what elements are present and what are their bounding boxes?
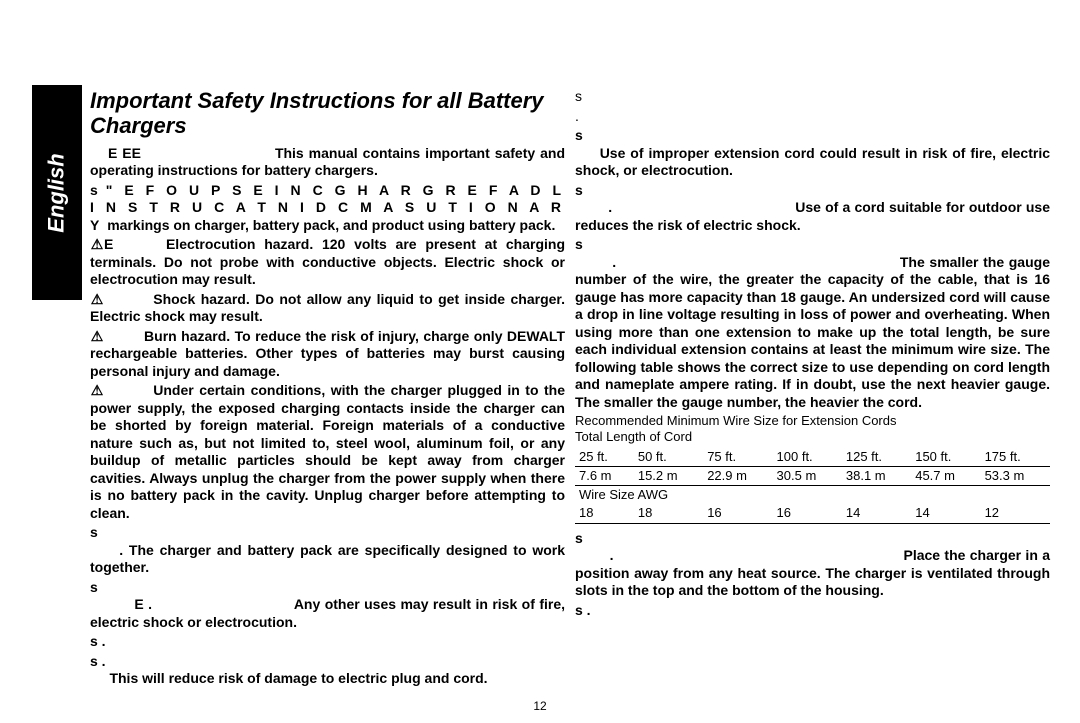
table-row-m: 7.6 m 15.2 m 22.9 m 30.5 m 38.1 m 45.7 m… bbox=[575, 466, 1050, 485]
section-title: Important Safety Instructions for all Ba… bbox=[90, 88, 565, 139]
para-bullet-last: s . bbox=[575, 602, 1050, 620]
para-heat-source: s . Place the charger in a position away… bbox=[575, 530, 1050, 600]
warning-icon: ⚠ bbox=[90, 382, 104, 400]
para-bullet-1: s . bbox=[90, 633, 565, 651]
warning-icon: ⚠ bbox=[90, 236, 104, 254]
para-designed-together: s . The charger and battery pack are spe… bbox=[90, 524, 565, 577]
para-burn: ⚠ Burn hazard. To reduce the risk of inj… bbox=[90, 328, 565, 381]
table-row-awg-label: Wire Size AWG bbox=[575, 486, 1050, 505]
para-electrocution: ⚠E Electrocution hazard. 120 volts are p… bbox=[90, 236, 565, 289]
language-label: English bbox=[44, 153, 70, 232]
para-ext-cord: s Use of improper extension cord could r… bbox=[575, 127, 1050, 180]
para-bullet-3: . bbox=[575, 108, 1050, 126]
para-foreign-material: ⚠ Under certain conditions, with the cha… bbox=[90, 382, 565, 522]
para-other-uses: s E . Any other uses may result in risk … bbox=[90, 579, 565, 632]
language-tab: English bbox=[32, 85, 82, 300]
warning-icon: ⚠ bbox=[90, 328, 104, 346]
para-intro: E EE This manual contains important safe… bbox=[90, 145, 565, 180]
para-wire-gauge: s . The smaller the gauge number of the … bbox=[575, 236, 1050, 411]
wire-size-table: 25 ft. 50 ft. 75 ft. 100 ft. 125 ft. 150… bbox=[575, 448, 1050, 524]
page-number: 12 bbox=[533, 699, 546, 713]
table-row-ft: 25 ft. 50 ft. 75 ft. 100 ft. 125 ft. 150… bbox=[575, 448, 1050, 467]
table-row-awg: 18 18 16 16 14 14 12 bbox=[575, 504, 1050, 523]
para-outdoor-cord: s . Use of a cord suitable for outdoor u… bbox=[575, 182, 1050, 235]
para-bullet-2: s bbox=[575, 88, 1050, 106]
content-columns: Important Safety Instructions for all Ba… bbox=[90, 88, 1050, 688]
para-before-using: s " E F O U P S E I N C G H A R G R E F … bbox=[90, 182, 565, 235]
table-subcaption: Total Length of Cord bbox=[575, 429, 1050, 445]
warning-icon: ⚠ bbox=[90, 291, 104, 309]
table-caption: Recommended Minimum Wire Size for Extens… bbox=[575, 413, 1050, 429]
para-shock: ⚠ Shock hazard. Do not allow any liquid … bbox=[90, 291, 565, 326]
manual-page: English Important Safety Instructions fo… bbox=[0, 0, 1080, 723]
para-plug-cord: s . This will reduce risk of damage to e… bbox=[90, 653, 565, 688]
